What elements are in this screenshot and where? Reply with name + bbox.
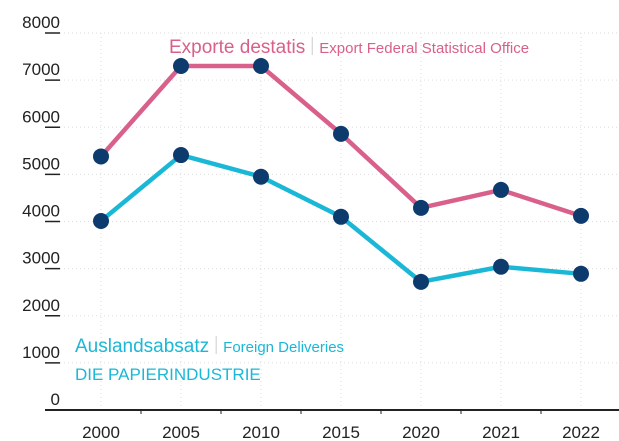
point [493,181,509,198]
source-label: DIE PAPIERINDUSTRIE [75,365,261,384]
point [253,168,269,185]
point [573,207,589,224]
y-tick-label: 3000 [22,249,60,268]
y-tick-label: 7000 [22,60,60,79]
point [413,199,429,216]
y-tick-label: 1000 [22,343,60,362]
x-tick-label: 2000 [82,423,120,441]
y-tick-label: 6000 [22,107,60,126]
point [333,125,349,142]
y-tick-label: 2000 [22,296,60,315]
y-tick-label: 4000 [22,202,60,221]
legend-sublabel: Foreign Deliveries [223,339,344,356]
point [333,208,349,225]
y-tick-label: 8000 [22,13,60,32]
point [93,213,109,230]
point [173,57,189,74]
x-tick-label: 2022 [562,423,600,441]
legend-sublabel: Export Federal Statistical Office [319,40,529,57]
point [253,57,269,74]
y-tick-label: 5000 [22,154,60,173]
point [493,258,509,275]
x-tick-label: 2010 [242,423,280,441]
legend-label: Exporte destatis [169,37,305,58]
x-tick-label: 2005 [162,423,200,441]
x-tick-label: 2021 [482,423,520,441]
point [573,265,589,282]
point [173,147,189,164]
legend-label: Auslandsabsatz [75,336,209,357]
point [93,148,109,165]
y-tick-label: 0 [51,390,60,409]
x-tick-label: 2020 [402,423,440,441]
point [413,273,429,290]
x-tick-label: 2015 [322,423,360,441]
